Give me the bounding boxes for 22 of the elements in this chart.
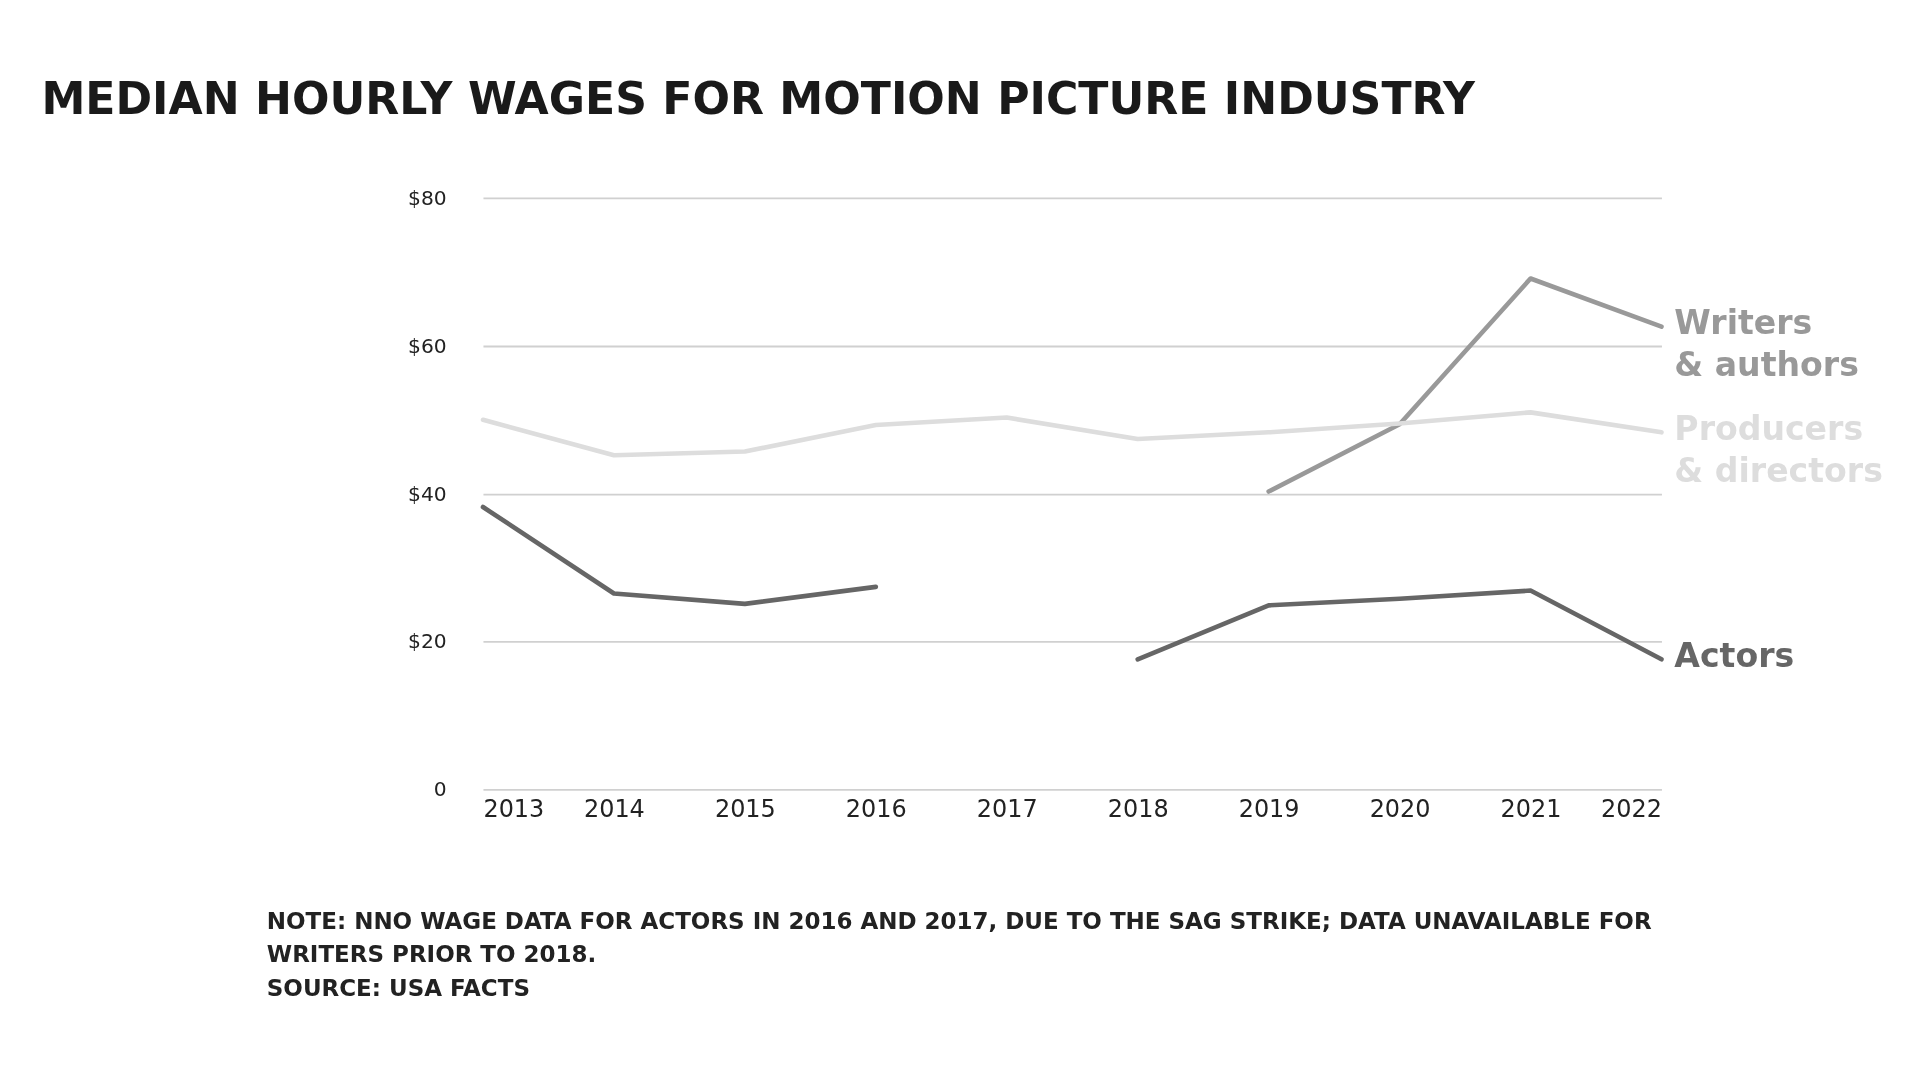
x-tick-label: 2020 [1369, 794, 1431, 823]
line-series [1266, 276, 1664, 494]
y-tick-label: $80 [408, 185, 447, 210]
x-tick-label: 2016 [845, 794, 907, 823]
x-tick-label: 2021 [1500, 794, 1562, 823]
y-tick-label: $40 [408, 481, 447, 506]
x-tick-label: 2019 [1238, 794, 1300, 823]
y-tick-label: $60 [408, 333, 447, 358]
text: NOTE: NNO WAGE DATA FOR ACTORS IN 2016 AND 2017, DUE TO THE SAG STRIKE; DATA UNAVAILABLE FOR WRITERS PRIOR TO 2018. [266, 908, 1652, 968]
x-tick-label: 2022 [1601, 794, 1662, 823]
series-label: Actors [1674, 635, 1795, 675]
line-series [480, 410, 1664, 458]
x-tick-label: 2018 [1107, 794, 1169, 823]
y-tick-label: 0 [433, 777, 447, 802]
x-tick-label: 2015 [714, 794, 776, 823]
chart-title: MEDIAN HOURLY WAGES FOR MOTION PICTURE INDUSTRY [41, 73, 1477, 125]
x-tick-label: 2013 [483, 794, 545, 823]
series-label: Writers & authors [1674, 302, 1859, 385]
y-tick-label: $20 [408, 629, 447, 654]
x-tick-label: 2017 [976, 794, 1038, 823]
source-note: SOURCE: USA FACTS [266, 974, 530, 1001]
x-tick-label: 2014 [583, 794, 645, 823]
